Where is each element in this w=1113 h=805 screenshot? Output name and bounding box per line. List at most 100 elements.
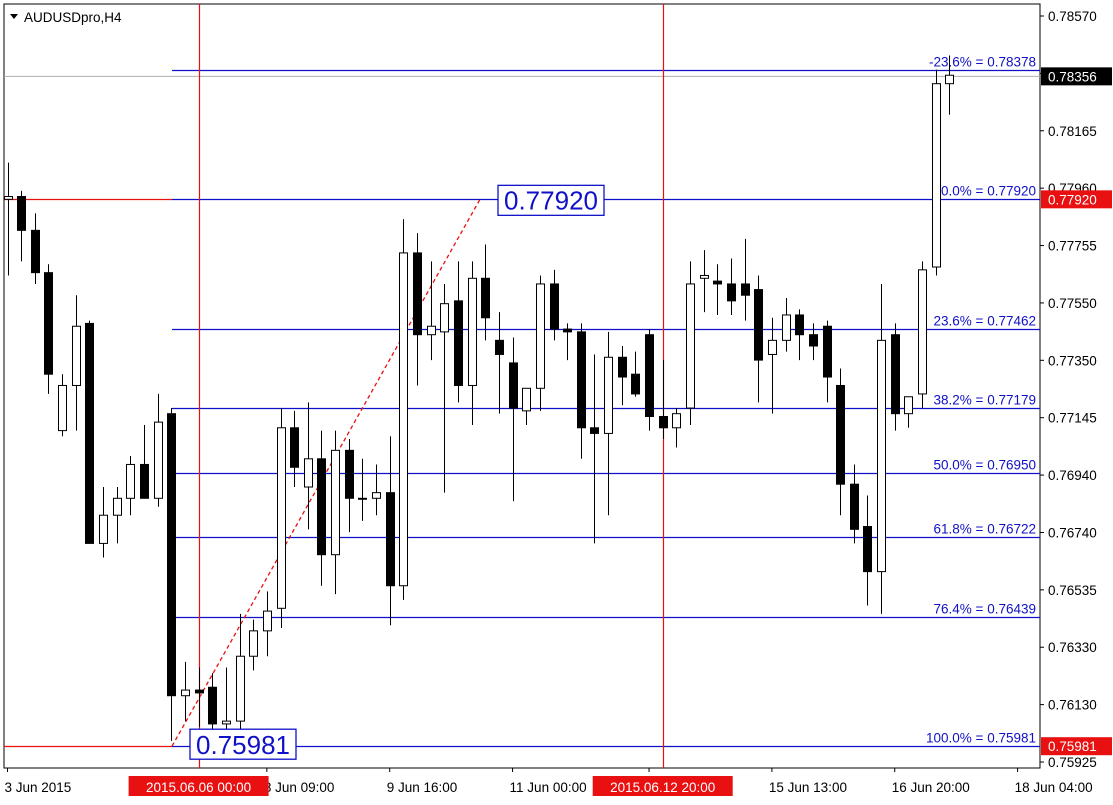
candle[interactable] [836,368,845,516]
time-marker-tag[interactable]: 2015.06.06 00:00 [128,776,269,796]
candle[interactable] [768,317,777,414]
current-price-tag-bg [1041,67,1112,86]
y-tick-label: 0.77755 [1048,239,1097,254]
candle[interactable] [263,591,272,657]
candle[interactable] [604,331,613,516]
candle[interactable] [154,393,163,507]
candle[interactable] [659,360,668,440]
price-label-box[interactable] [189,728,297,760]
candle[interactable] [331,430,340,595]
candle-body [782,314,791,341]
candle[interactable] [536,275,545,411]
candle-body [167,413,176,697]
candle-body [509,362,518,409]
candle[interactable] [563,323,572,361]
candle-body [768,339,777,355]
candle[interactable] [891,323,900,431]
candle[interactable] [577,323,586,459]
candle[interactable] [877,283,886,614]
candle[interactable] [17,190,26,262]
candle[interactable] [126,455,135,516]
price-label-text: 0.75981 [196,730,290,760]
candle[interactable] [904,396,913,428]
candle[interactable] [522,387,531,425]
candle[interactable] [372,464,381,516]
candle[interactable] [345,439,354,533]
time-marker-tag-bg [592,776,733,796]
candle[interactable] [454,261,463,403]
candle-body [618,356,627,378]
candle[interactable] [427,261,436,361]
y-tick-label: 0.76740 [1048,525,1097,540]
candle[interactable] [550,269,559,341]
candle-body [99,514,108,544]
candle[interactable] [399,219,408,600]
y-tick-label: 0.77550 [1048,296,1097,311]
price-label-box[interactable] [497,184,605,216]
candle[interactable] [590,354,599,544]
fib-level-label: 50.0% = 0.76950 [934,458,1036,473]
candle[interactable] [358,458,367,521]
x-tick-label: 8 Jun 09:00 [264,780,335,795]
candle[interactable] [823,320,832,403]
candle[interactable] [277,408,286,629]
candle[interactable] [727,258,736,315]
candle[interactable] [686,261,695,425]
candle[interactable] [631,351,640,397]
candle[interactable] [195,667,204,727]
candle[interactable] [863,495,872,606]
candle[interactable] [4,162,13,276]
candle[interactable] [645,329,654,431]
candle[interactable] [468,261,477,425]
candle[interactable] [304,402,313,530]
candle[interactable] [945,55,954,115]
candle-body [58,384,67,432]
candle-body [331,449,340,556]
candle[interactable] [795,309,804,361]
candle[interactable] [741,238,750,321]
candle[interactable] [31,213,40,284]
candle[interactable] [249,619,258,671]
candle[interactable] [782,298,791,352]
candle[interactable] [44,264,53,394]
candle[interactable] [72,295,81,431]
candle[interactable] [58,374,67,437]
candle[interactable] [809,323,818,361]
candle[interactable] [85,320,94,544]
candle-body [277,427,286,609]
candle[interactable] [236,613,245,747]
candle[interactable] [113,487,122,544]
candle[interactable] [440,283,449,493]
candle[interactable] [918,261,927,409]
candle-body [741,283,750,296]
candle-body [631,373,640,395]
candle-body [358,497,367,500]
candle[interactable] [140,424,149,499]
candle[interactable] [700,250,709,313]
candle[interactable] [181,661,190,722]
candle[interactable] [509,337,518,502]
candle[interactable] [99,487,108,558]
candle-body [918,269,927,395]
candle[interactable] [618,345,627,406]
candle[interactable] [481,244,490,341]
candle[interactable] [386,436,395,626]
candle[interactable] [754,275,763,403]
chevron-down-icon[interactable] [10,14,18,19]
candle[interactable] [208,673,217,730]
axis-price-tag-bg [1041,737,1112,756]
time-marker-tag[interactable]: 2015.06.12 20:00 [592,776,733,796]
candle-body [372,492,381,499]
x-tick-label: 9 Jun 16:00 [387,780,458,795]
candle[interactable] [290,410,299,488]
candle[interactable] [167,408,176,741]
candle[interactable] [850,464,859,544]
candle[interactable] [495,312,504,414]
candle[interactable] [413,233,422,386]
candle[interactable] [713,264,722,315]
candle[interactable] [932,69,941,276]
candle[interactable] [317,430,326,586]
candle[interactable] [672,408,681,448]
